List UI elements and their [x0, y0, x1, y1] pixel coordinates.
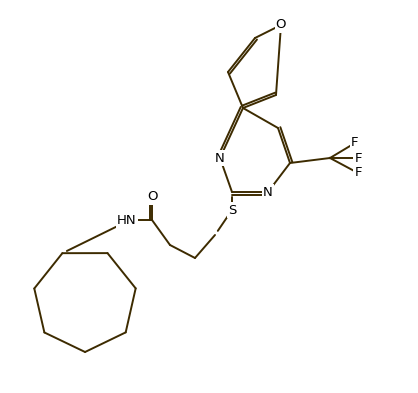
Text: N: N — [215, 151, 225, 165]
Text: HN: HN — [117, 213, 137, 226]
Text: F: F — [354, 167, 362, 180]
Text: S: S — [228, 204, 236, 217]
Text: O: O — [147, 191, 157, 204]
Text: F: F — [351, 136, 359, 149]
Text: O: O — [276, 18, 286, 31]
Text: F: F — [354, 151, 362, 165]
Text: N: N — [263, 185, 273, 198]
